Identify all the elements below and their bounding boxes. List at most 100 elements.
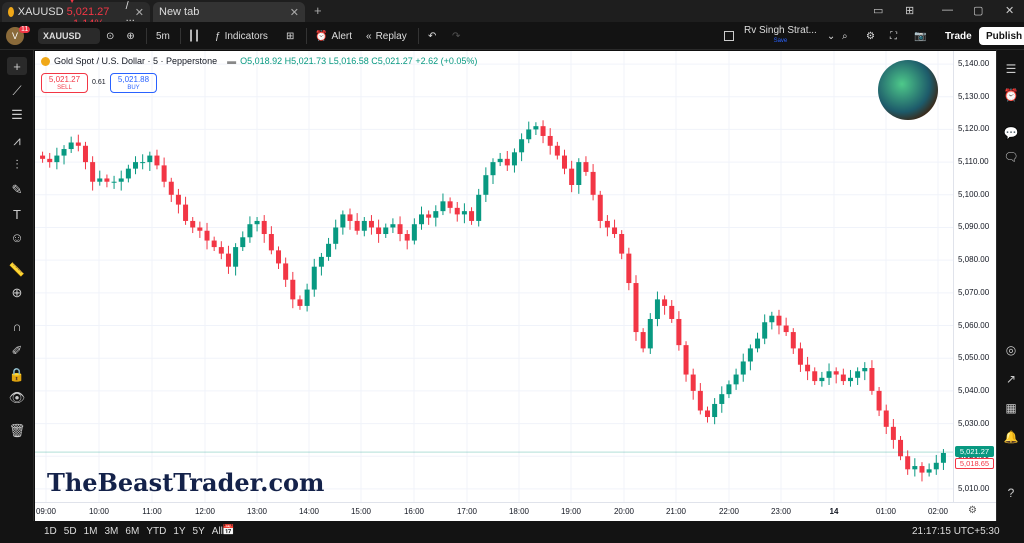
fib-retracement-icon[interactable]: ☰ (11, 107, 23, 122)
ideas-icon[interactable]: 🗨 (1003, 150, 1019, 164)
undo-button[interactable]: ↶ (428, 22, 436, 50)
emoji-icon[interactable]: ☺ (10, 229, 24, 245)
quick-search-button[interactable]: ⌕ (842, 22, 848, 50)
trade-button[interactable]: Trade (938, 27, 979, 45)
settings-button[interactable]: ⚙ (866, 22, 875, 50)
lock-drawing-icon[interactable]: ✐ (11, 343, 23, 358)
interval-selector[interactable]: 5m (156, 22, 170, 50)
alarm-clock-icon: ⏰ (315, 30, 328, 42)
candlestick-chart (35, 51, 953, 502)
candle-body (590, 171, 596, 195)
chart-pane[interactable]: Gold Spot / U.S. Dollar · 5 · Pepperston… (35, 51, 953, 502)
price-axis[interactable]: 5,140.00 5,130.00 5,120.00 5,110.00 5,100.00… (953, 51, 996, 502)
undo-icon: ↶ (428, 30, 437, 42)
clock-label[interactable]: 21:17:15 UTC+5:30 (912, 526, 1000, 537)
candle-body (190, 220, 196, 228)
alert-button[interactable]: ⏰ Alert (315, 22, 352, 50)
redo-button[interactable]: ↷ (452, 22, 460, 50)
chevron-down-icon[interactable]: ⌄ (826, 30, 836, 42)
candle-body (833, 371, 839, 375)
range-button-3m[interactable]: 3M (104, 526, 119, 537)
snapshot-button[interactable]: 📷 (914, 22, 926, 50)
interval-label: 5m (156, 30, 170, 42)
range-button-1m[interactable]: 1M (83, 526, 98, 537)
candle-body (125, 168, 131, 179)
browser-tab-xauusd[interactable]: XAUUSD ▼ 5,021.27 −1.14% / ... ✕ (2, 0, 150, 30)
time-axis[interactable]: 09:00 10:00 11:00 12:00 13:00 14:00 15:00 16:00… (35, 502, 996, 521)
range-button-1y[interactable]: 1Y (173, 526, 186, 537)
text-tool-icon[interactable]: T (13, 206, 21, 222)
user-avatar[interactable]: V 11 (6, 22, 35, 50)
date-range-icon[interactable]: 📅 (222, 525, 235, 536)
fullscreen-button[interactable]: ⛶ (890, 22, 897, 50)
indicators-button[interactable]: ƒ Indicators (215, 22, 268, 50)
range-button-all[interactable]: All (211, 526, 223, 537)
crosshair-icon[interactable]: + (7, 57, 27, 75)
maximize-icon[interactable]: ▢ (973, 5, 984, 17)
lock-icon[interactable]: 🔒 (8, 367, 26, 382)
time-axis-label: 22:00 (718, 507, 740, 516)
hotlists-icon[interactable]: ◎ (1005, 343, 1017, 357)
zoom-in-icon[interactable]: ⊕ (11, 285, 23, 300)
candle-body (347, 214, 353, 221)
candle-body (790, 332, 796, 349)
tab-symbol: XAUUSD (17, 6, 64, 18)
publish-button[interactable]: Publish (979, 27, 1024, 45)
close-tab-icon[interactable]: ✕ (289, 6, 299, 19)
calendar-icon[interactable]: ▦ (1005, 401, 1017, 415)
sell-button[interactable]: 5,021.27 SELL (41, 73, 88, 93)
candle-body (669, 305, 675, 319)
notifications-icon[interactable]: 🔔 (1003, 430, 1019, 444)
time-axis-label: 20:00 (613, 507, 635, 516)
candle-style-button[interactable]: ┃┃ (188, 22, 200, 50)
price-axis-label: 5,060.00 (958, 320, 990, 330)
browser-tab-new[interactable]: New tab ✕ (153, 2, 305, 22)
gold-coin-icon (8, 7, 14, 17)
candle-body (54, 155, 60, 163)
compare-icon[interactable]: ⊙ (106, 30, 115, 42)
candle-body (704, 410, 710, 418)
candle-body (819, 377, 825, 382)
tab-search-icon[interactable]: ⊞ (905, 5, 915, 17)
prediction-icon[interactable]: ⫶ (15, 157, 19, 172)
layout-save-status: Save (773, 38, 788, 44)
magnet-icon[interactable]: ∩ (12, 318, 22, 334)
close-window-icon[interactable]: ✕ (1005, 5, 1015, 17)
alerts-icon[interactable]: ⏰ (1003, 88, 1019, 102)
extensions-icon[interactable]: ▭ (873, 5, 884, 17)
watchlist-icon[interactable]: ☰ (1005, 62, 1017, 76)
range-button-5d[interactable]: 5D (63, 526, 77, 537)
right-sidebar: ☰ ⏰ 💬 🗨 ◎ ↗ ▦ 🔔 ? (996, 50, 1024, 521)
chat-icon[interactable]: 💬 (1003, 126, 1019, 140)
patterns-icon[interactable]: ⩘ (13, 133, 21, 148)
candle-body (583, 162, 589, 172)
candle-body (354, 220, 360, 231)
range-button-6m[interactable]: 6M (125, 526, 140, 537)
symbol-search[interactable]: XAUUSD ⊙ ⊕ (38, 22, 135, 50)
news-icon[interactable]: ↗ (1005, 372, 1017, 386)
layout-selector[interactable]: Rv Singh Strat... Save ⌄ (724, 22, 835, 50)
range-button-1d[interactable]: 1D (44, 526, 57, 537)
candle-body (640, 332, 646, 349)
new-tab-icon[interactable]: + (314, 3, 322, 18)
trash-icon[interactable]: 🗑 (8, 423, 26, 438)
range-button-5y[interactable]: 5Y (192, 526, 205, 537)
buy-button[interactable]: 5,021.88 BUY (110, 73, 157, 93)
add-symbol-icon[interactable]: ⊕ (126, 30, 135, 42)
templates-button[interactable]: ⊞ (286, 22, 294, 50)
eye-icon[interactable]: 👁 (8, 390, 26, 405)
replay-button[interactable]: « Replay (366, 22, 407, 50)
range-button-ytd[interactable]: YTD (146, 526, 167, 537)
symbol-search-input[interactable]: XAUUSD (38, 28, 100, 44)
close-tab-icon[interactable]: ✕ (134, 6, 144, 19)
help-icon[interactable]: ? (1007, 486, 1015, 500)
ruler-icon[interactable]: 📏 (8, 262, 26, 277)
grid-icon: ⊞ (286, 30, 295, 42)
axis-settings-icon[interactable]: ⚙ (968, 505, 977, 516)
minimize-icon[interactable]: — (942, 4, 953, 16)
brush-icon[interactable]: ✎ (11, 182, 23, 197)
candle-body (90, 162, 96, 182)
trend-line-icon[interactable]: ⟋ (12, 83, 22, 98)
candle-body (876, 390, 882, 411)
legend-menu-icon[interactable]: ▬ (227, 56, 237, 66)
